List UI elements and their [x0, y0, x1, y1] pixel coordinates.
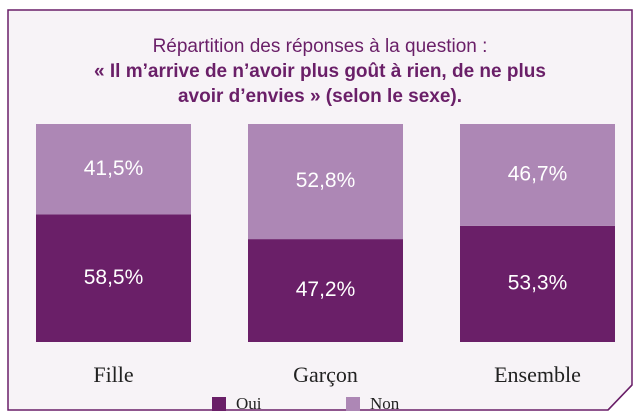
value-label: 58,5%	[84, 266, 144, 289]
bar-segment	[460, 124, 615, 226]
x-tick-label: Garçon	[293, 362, 358, 387]
legend-swatch	[346, 397, 360, 411]
bar-segment	[460, 225, 615, 342]
bar-segment	[248, 239, 403, 342]
chart-subtitle: « Il m’arrive de n’avoir plus goût à rie…	[94, 61, 546, 107]
bar-segment	[36, 124, 191, 215]
titles: Répartition des réponses à la question :…	[60, 34, 580, 109]
chart-title: Répartition des réponses à la question :	[152, 36, 488, 57]
legend-label: Oui	[236, 394, 262, 413]
bar-segment	[36, 214, 191, 342]
value-label: 47,2%	[296, 278, 356, 301]
corner	[607, 384, 633, 411]
value-label: 52,8%	[296, 169, 356, 192]
x-tick-label: Ensemble	[494, 362, 581, 387]
bar-segment	[248, 124, 403, 240]
legend-label: Non	[370, 394, 400, 413]
value-label: 41,5%	[84, 157, 144, 180]
x-tick-label: Fille	[93, 362, 133, 387]
value-label: 53,3%	[508, 271, 568, 294]
value-label: 46,7%	[508, 162, 568, 185]
legend-swatch	[212, 397, 226, 411]
